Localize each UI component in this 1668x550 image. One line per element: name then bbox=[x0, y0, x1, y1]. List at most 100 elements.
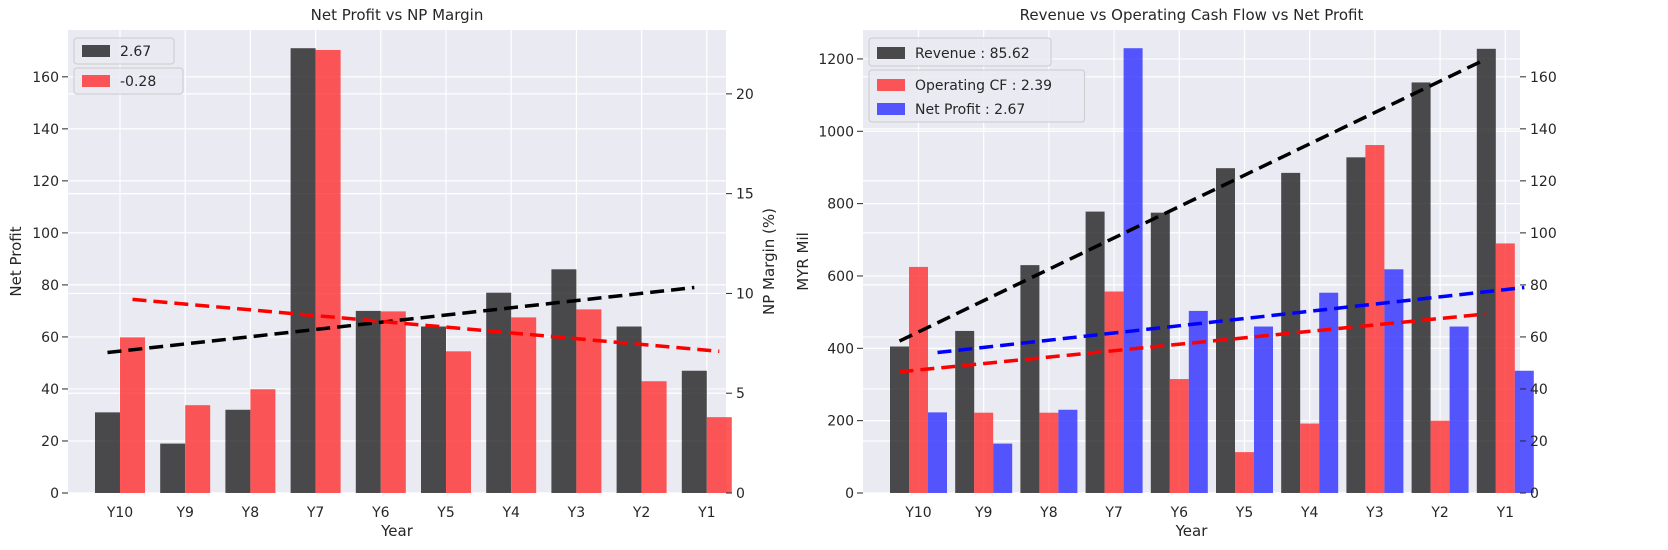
y-right-tick-label: 40 bbox=[1530, 382, 1548, 398]
y-right-tick-label: 15 bbox=[736, 187, 754, 203]
bar-2-Y4 bbox=[1300, 423, 1320, 493]
legend-label: Operating CF : 2.39 bbox=[915, 78, 1052, 94]
bar-2-Y2 bbox=[641, 381, 667, 493]
y-tick-label: 800 bbox=[827, 197, 854, 213]
y-tick-label: 1200 bbox=[818, 52, 854, 68]
x-tick-label: Y6 bbox=[371, 505, 390, 521]
legend-frame bbox=[73, 37, 175, 65]
bar-1-Y10 bbox=[890, 346, 909, 493]
legend-label: Revenue : 85.62 bbox=[915, 46, 1030, 62]
x-tick-label: Y4 bbox=[501, 505, 520, 521]
bar-2-Y1 bbox=[706, 417, 732, 493]
bar-2-Y7 bbox=[1104, 291, 1124, 493]
legend-swatch bbox=[877, 79, 905, 91]
y-right-tick-label: 120 bbox=[1530, 174, 1557, 190]
bar-1-Y4 bbox=[486, 292, 512, 493]
y-tick-label: 1000 bbox=[818, 124, 854, 140]
bar-1-Y9 bbox=[955, 330, 975, 493]
bar-3-Y10 bbox=[928, 412, 947, 493]
y-right-tick-label: 10 bbox=[736, 286, 754, 302]
y-tick-label: 140 bbox=[32, 122, 59, 138]
y-tick-label: 0 bbox=[845, 486, 854, 502]
bar-1-Y6 bbox=[1150, 212, 1170, 493]
x-tick-label: Y4 bbox=[1300, 505, 1319, 521]
y-right-tick-label: 20 bbox=[1530, 434, 1548, 450]
bar-2-Y9 bbox=[185, 405, 211, 493]
chart-2: 0 200 400 600 800 1000 1200 0 20 40 60 80 100 120 140 1… bbox=[794, 6, 1557, 540]
x-tick-label: Y1 bbox=[1496, 505, 1514, 521]
legend-box-1: 2.67 bbox=[73, 37, 175, 65]
bar-1-Y4 bbox=[1281, 172, 1301, 493]
x-tick-label: Y6 bbox=[1170, 505, 1189, 521]
bar-2-Y5 bbox=[1235, 452, 1254, 493]
x-tick-label: Y7 bbox=[1104, 505, 1122, 521]
chart-title: Net Profit vs NP Margin bbox=[311, 6, 484, 24]
y-tick-label: 0 bbox=[50, 486, 59, 502]
y-tick-label: 100 bbox=[32, 226, 59, 242]
legend-swatch bbox=[82, 45, 110, 57]
x-tick-label: Y3 bbox=[1365, 505, 1383, 521]
y-tick-label: 20 bbox=[41, 434, 59, 450]
x-tick-label: Y8 bbox=[1039, 505, 1057, 521]
bar-2-Y3 bbox=[576, 309, 602, 493]
trendline-1 bbox=[898, 57, 1488, 343]
y-right-tick-label: 140 bbox=[1530, 122, 1557, 138]
bar-1-Y10 bbox=[95, 412, 120, 493]
legend-swatch bbox=[877, 47, 905, 59]
y-right-tick-label: 60 bbox=[1530, 330, 1548, 346]
y-axis-label: MYR Mil bbox=[794, 232, 812, 291]
bar-2-Y9 bbox=[974, 412, 994, 493]
bar-1-Y1 bbox=[1476, 48, 1496, 493]
bar-1-Y3 bbox=[1346, 157, 1366, 493]
legend-box-2: Operating CF : 2.39 Net Profit : 2.67 bbox=[868, 69, 1086, 123]
bar-2-Y6 bbox=[1169, 379, 1189, 493]
chart-1: 0 20 40 60 80 100 120 140 160 0 5 10 15 20 Y10 Y9 Y8 Y7 Y6… bbox=[7, 6, 778, 540]
bar-3-Y1 bbox=[1514, 370, 1534, 493]
y-right-axis-label: NP Margin (%) bbox=[760, 208, 778, 315]
y-right-tick-label: 160 bbox=[1530, 70, 1557, 86]
y-axis-label: Net Profit bbox=[7, 226, 25, 296]
bar-3-Y8 bbox=[1058, 409, 1078, 493]
x-tick-label: Y2 bbox=[632, 505, 650, 521]
bar-1-Y9 bbox=[160, 443, 186, 493]
bar-2-Y7 bbox=[315, 49, 341, 493]
x-axis-label: Year bbox=[1175, 522, 1209, 540]
x-tick-label: Y2 bbox=[1430, 505, 1448, 521]
bar-3-Y7 bbox=[1123, 48, 1143, 494]
y-tick-label: 200 bbox=[827, 414, 854, 430]
legend-label: Net Profit : 2.67 bbox=[915, 102, 1025, 118]
legend-label: -0.28 bbox=[120, 74, 156, 90]
bar-2-Y2 bbox=[1430, 420, 1450, 493]
bar-1-Y8 bbox=[225, 409, 251, 493]
legend-label: 2.67 bbox=[120, 44, 151, 60]
bar-3-Y4 bbox=[1319, 292, 1339, 493]
bar-2-Y5 bbox=[446, 351, 471, 493]
bar-2-Y10 bbox=[120, 337, 145, 493]
y-right-tick-label: 100 bbox=[1530, 226, 1557, 242]
y-tick-label: 40 bbox=[41, 382, 59, 398]
y-tick-label: 60 bbox=[41, 330, 59, 346]
bar-1-Y8 bbox=[1020, 265, 1040, 493]
chart-title: Revenue vs Operating Cash Flow vs Net Pr… bbox=[1020, 6, 1364, 24]
bar-3-Y2 bbox=[1449, 326, 1469, 493]
y-right-tick-label: 80 bbox=[1530, 278, 1548, 294]
bar-2-Y4 bbox=[511, 317, 537, 493]
x-axis-label: Year bbox=[380, 522, 414, 540]
x-tick-label: Y10 bbox=[106, 505, 133, 521]
y-tick-label: 80 bbox=[41, 278, 59, 294]
legend-frame bbox=[868, 37, 1052, 67]
y-right-tick-label: 5 bbox=[736, 386, 745, 402]
bar-1-Y7 bbox=[290, 48, 316, 494]
bar-2-Y1 bbox=[1495, 243, 1515, 493]
bar-3-Y6 bbox=[1188, 310, 1208, 493]
bar-3-Y5 bbox=[1254, 326, 1273, 493]
x-tick-label: Y3 bbox=[567, 505, 585, 521]
y-right-tick-label: 20 bbox=[736, 87, 754, 103]
bar-1-Y5 bbox=[421, 326, 446, 493]
bar-2-Y3 bbox=[1365, 145, 1385, 494]
x-tick-label: Y7 bbox=[306, 505, 324, 521]
bar-3-Y9 bbox=[993, 443, 1013, 493]
bar-2-Y10 bbox=[909, 266, 928, 493]
